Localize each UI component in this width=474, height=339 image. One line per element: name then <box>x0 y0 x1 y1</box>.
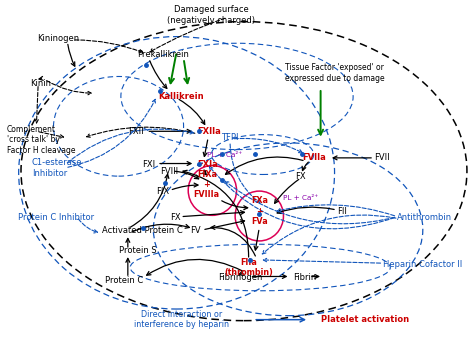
Text: Kallikrein: Kallikrein <box>158 92 204 101</box>
Text: Complement
'cross talk' by
Factor H cleavage: Complement 'cross talk' by Factor H clea… <box>7 125 75 155</box>
Text: Heparin Cofactor II: Heparin Cofactor II <box>383 260 463 269</box>
Text: Protein S: Protein S <box>118 246 156 255</box>
Text: FXIIa: FXIIa <box>198 127 221 136</box>
Text: Prekallikrein: Prekallikrein <box>137 51 189 59</box>
Text: Protein C: Protein C <box>105 276 143 285</box>
Text: Kininogen: Kininogen <box>37 34 79 43</box>
Text: Fibrinogen: Fibrinogen <box>219 273 263 282</box>
Text: FXIa: FXIa <box>198 160 218 169</box>
Text: Fibrin: Fibrin <box>293 273 316 282</box>
Text: Activated Protein C: Activated Protein C <box>102 226 183 236</box>
Text: FXII: FXII <box>128 127 144 136</box>
Text: FX: FX <box>170 213 180 222</box>
Text: FVII: FVII <box>374 153 390 162</box>
Text: Tissue Factor 'exposed' or
expressed due to damage: Tissue Factor 'exposed' or expressed due… <box>285 63 384 83</box>
Text: Antithrombin: Antithrombin <box>397 213 452 222</box>
Text: PL + Ca²⁺: PL + Ca²⁺ <box>207 152 242 158</box>
Text: Platelet activation: Platelet activation <box>320 315 409 324</box>
Text: FVIIa: FVIIa <box>302 153 326 162</box>
Text: Damaged surface
(negatively charged): Damaged surface (negatively charged) <box>167 5 255 25</box>
Text: TFPI: TFPI <box>221 134 238 142</box>
Text: FXa
+
FVa: FXa + FVa <box>251 196 268 226</box>
Text: Kinin: Kinin <box>30 79 51 87</box>
Text: FXI: FXI <box>142 160 155 169</box>
Text: Direct interaction or
interference by heparin: Direct interaction or interference by he… <box>134 310 229 330</box>
Text: FII: FII <box>337 206 347 216</box>
Text: FX: FX <box>295 172 306 181</box>
Text: FIX: FIX <box>155 186 169 196</box>
Text: FIIa
(thrombin): FIIa (thrombin) <box>224 258 273 277</box>
Text: FV: FV <box>191 226 201 236</box>
Text: Protein C Inhibitor: Protein C Inhibitor <box>18 213 94 222</box>
Text: PL + Ca²⁺: PL + Ca²⁺ <box>283 195 319 201</box>
Text: FVIII: FVIII <box>160 167 179 176</box>
Text: FIXa
+
FVIIIa: FIXa + FVIIIa <box>194 170 220 199</box>
Text: C1-esterase
Inhibitor: C1-esterase Inhibitor <box>32 158 82 178</box>
